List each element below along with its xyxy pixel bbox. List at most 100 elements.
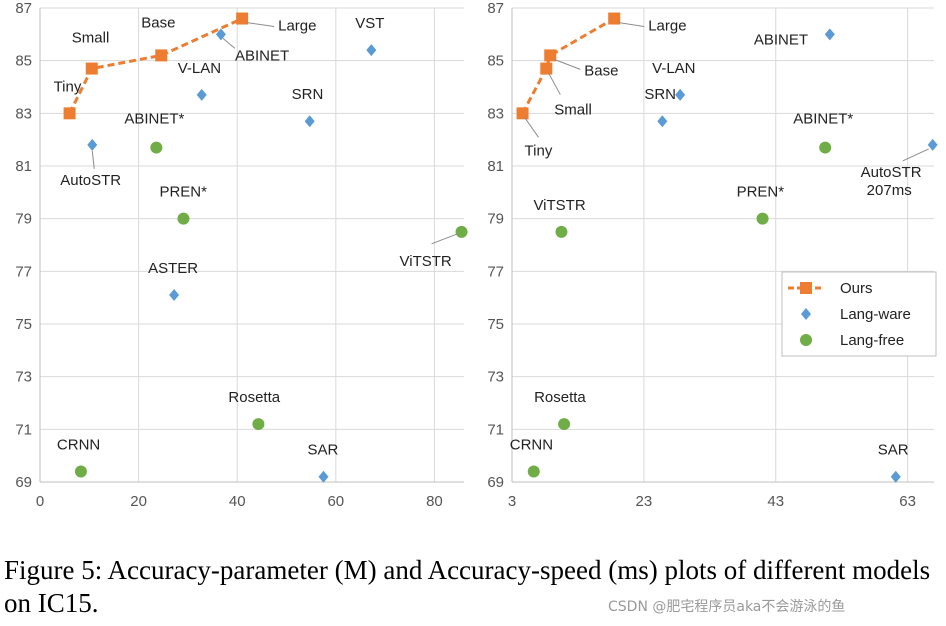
ours-marker (155, 49, 168, 62)
annotation-leader-line (431, 233, 458, 245)
lang-free-marker (177, 212, 190, 225)
legend-label: Lang-free (840, 332, 904, 349)
y-tick-label: 73 (487, 369, 504, 386)
y-tick-label: 79 (15, 211, 32, 228)
y-tick-label: 87 (15, 0, 32, 17)
lang-free-marker (558, 418, 571, 431)
legend-label: Lang-ware (840, 306, 911, 323)
y-tick-label: 77 (487, 263, 504, 280)
data-label: Rosetta (534, 389, 586, 406)
lang-ware-marker (87, 138, 98, 151)
data-label: Small (554, 102, 592, 119)
y-tick-label: 77 (15, 263, 32, 280)
data-label: Small (72, 30, 110, 47)
y-tick-label: 71 (15, 421, 32, 438)
data-label: AutoSTR (861, 164, 922, 181)
lang-ware-marker (927, 138, 938, 151)
y-tick-label: 75 (15, 316, 32, 333)
data-label: SRN (644, 86, 676, 103)
y-tick-label: 87 (487, 0, 504, 17)
figure: 69 71 73 75 77 79 81 83 85 87 0 20 40 60 80 Tiny Small Ba… (15, 0, 938, 510)
lang-free-marker (252, 418, 265, 431)
data-label: PREN* (159, 184, 207, 201)
y-tick-label: 83 (487, 105, 504, 122)
y-tick-label: 85 (487, 53, 504, 70)
x-tick-label: 80 (426, 493, 443, 510)
ours-marker (63, 107, 76, 120)
lang-ware-marker (675, 88, 686, 101)
ours-dashed-line (68, 17, 243, 114)
ours-marker (608, 12, 621, 25)
figure-caption: Figure 5: Accuracy-parameter (M) and Acc… (4, 555, 931, 618)
lang-ware-marker (196, 88, 207, 101)
watermark-text: CSDN @肥宅程序员aka不会游泳的鱼 (608, 599, 846, 615)
legend-lang-ware-marker (801, 308, 811, 320)
annotation-leader-line (554, 58, 581, 70)
x-tick-label: 20 (130, 493, 147, 510)
ours-marker (540, 62, 553, 75)
ours-marker (544, 49, 557, 62)
data-label: ViTSTR (533, 197, 585, 214)
lang-ware-marker (318, 470, 329, 483)
lang-free-marker (555, 225, 568, 238)
lang-ware-marker (657, 115, 668, 128)
y-tick-label: 75 (487, 316, 504, 333)
data-label: ABINET (235, 47, 289, 64)
annotation-leader-line (618, 22, 645, 28)
legend-ours-marker (800, 282, 812, 294)
ours-dashed-line (521, 17, 615, 115)
lang-ware-marker (366, 44, 377, 57)
data-label: Base (141, 14, 175, 31)
y-tick-label: 81 (487, 158, 504, 175)
ours-marker (516, 107, 529, 120)
x-tick-label: 40 (229, 493, 246, 510)
data-label: Rosetta (228, 389, 280, 406)
data-label: ABINET (754, 31, 808, 48)
lang-ware-marker (304, 115, 315, 128)
ours-marker (85, 62, 98, 75)
lang-free-marker (819, 141, 832, 154)
legend-label: Ours (840, 280, 873, 297)
data-label: Tiny (525, 142, 553, 159)
y-tick-label: 83 (15, 105, 32, 122)
data-label: Base (584, 62, 618, 79)
lang-free-marker (150, 141, 163, 154)
annotation-leader-line (902, 148, 929, 162)
x-tick-label: 63 (899, 493, 916, 510)
data-label: AutoSTR (60, 172, 121, 189)
y-tick-label: 71 (487, 421, 504, 438)
x-tick-label: 0 (36, 493, 44, 510)
lang-free-marker (756, 212, 769, 225)
data-label: Large (278, 18, 316, 35)
data-label: Tiny (54, 78, 82, 95)
data-label: SAR (307, 442, 338, 459)
data-label: PREN* (737, 184, 785, 201)
data-label: ABINET* (793, 111, 853, 128)
y-tick-label: 81 (15, 158, 32, 175)
lang-ware-marker (215, 28, 226, 41)
lang-free-marker (74, 465, 87, 478)
y-tick-label: 79 (487, 211, 504, 228)
y-tick-label: 85 (15, 53, 32, 70)
lang-free-marker (527, 465, 540, 478)
data-label: CRNN (510, 436, 553, 453)
lang-free-marker (455, 225, 468, 238)
data-label: ABINET* (124, 111, 184, 128)
x-tick-label: 60 (327, 493, 344, 510)
annotation-leader-line (246, 22, 275, 28)
x-tick-label: 3 (508, 493, 516, 510)
data-label: ViTSTR (400, 253, 452, 270)
annotation-leader-line (222, 37, 236, 49)
data-label: VST (355, 15, 384, 32)
annotation-text: 207ms (867, 182, 912, 199)
y-tick-label: 69 (487, 474, 504, 491)
y-tick-label: 69 (15, 474, 32, 491)
lang-ware-marker (890, 470, 901, 483)
y-tick-label: 73 (15, 369, 32, 386)
ours-marker (236, 12, 249, 25)
data-label: SRN (292, 86, 324, 103)
annotation-leader-line (547, 72, 561, 95)
data-label: Large (648, 18, 686, 35)
lang-ware-marker (824, 28, 835, 41)
lang-ware-marker (169, 289, 180, 302)
